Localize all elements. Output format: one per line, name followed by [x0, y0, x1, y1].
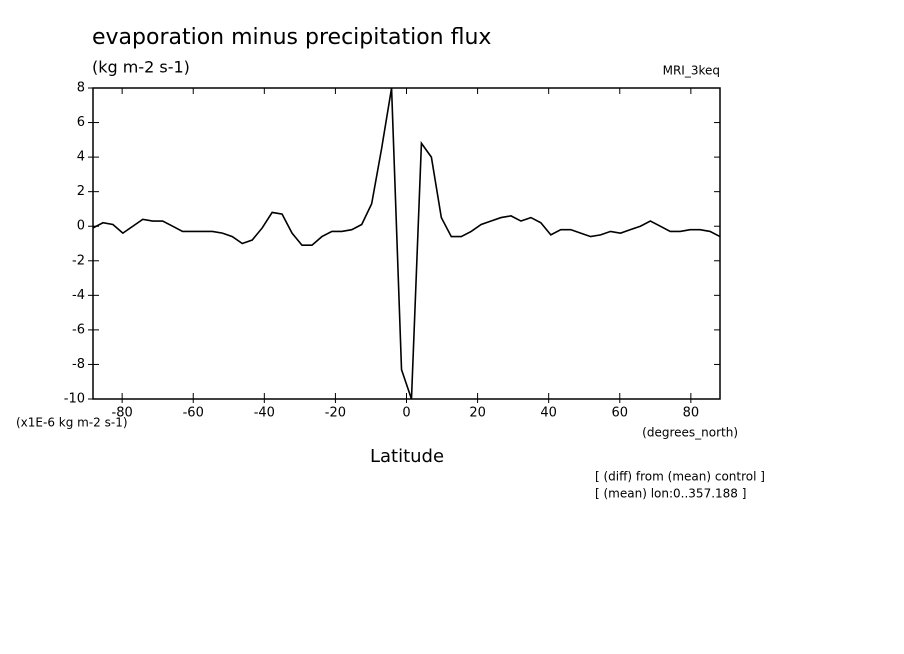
data-line: [92, 87, 721, 400]
chart-title: evaporation minus precipitation flux: [92, 25, 491, 50]
y-tick-label: 0: [77, 219, 85, 234]
x-tick-label: -40: [254, 406, 275, 421]
y-tick-label: 2: [77, 184, 85, 199]
y-scale-label: (x1E-6 kg m-2 s-1): [16, 416, 128, 430]
x-tick-label: 40: [540, 406, 557, 421]
y-tick-label: -10: [64, 392, 85, 407]
x-units-label: (degrees_north): [642, 426, 738, 440]
y-tick-label: 6: [77, 115, 85, 130]
chart-subtitle: (kg m-2 s-1): [92, 58, 190, 77]
y-tick-label: 4: [77, 150, 85, 165]
x-tick-label: 80: [683, 406, 700, 421]
note: [ (mean) lon:0..357.188 ]: [595, 487, 746, 501]
note: [ (diff) from (mean) control ]: [595, 470, 765, 484]
x-tick-label: 20: [469, 406, 486, 421]
x-axis-title: Latitude: [370, 446, 444, 467]
x-tick-label: -80: [112, 406, 133, 421]
dataset-label: MRI_3keq: [663, 64, 720, 78]
x-tick-label: 60: [611, 406, 628, 421]
y-tick-label: 8: [77, 81, 85, 96]
x-tick-label: 0: [402, 406, 410, 421]
plot-frame: [92, 87, 721, 400]
y-tick-label: -8: [72, 357, 85, 372]
x-tick-label: -20: [325, 406, 346, 421]
x-tick-label: -60: [183, 406, 204, 421]
y-tick-label: -4: [72, 288, 85, 303]
y-tick-label: -6: [72, 322, 85, 337]
y-tick-label: -2: [72, 253, 85, 268]
